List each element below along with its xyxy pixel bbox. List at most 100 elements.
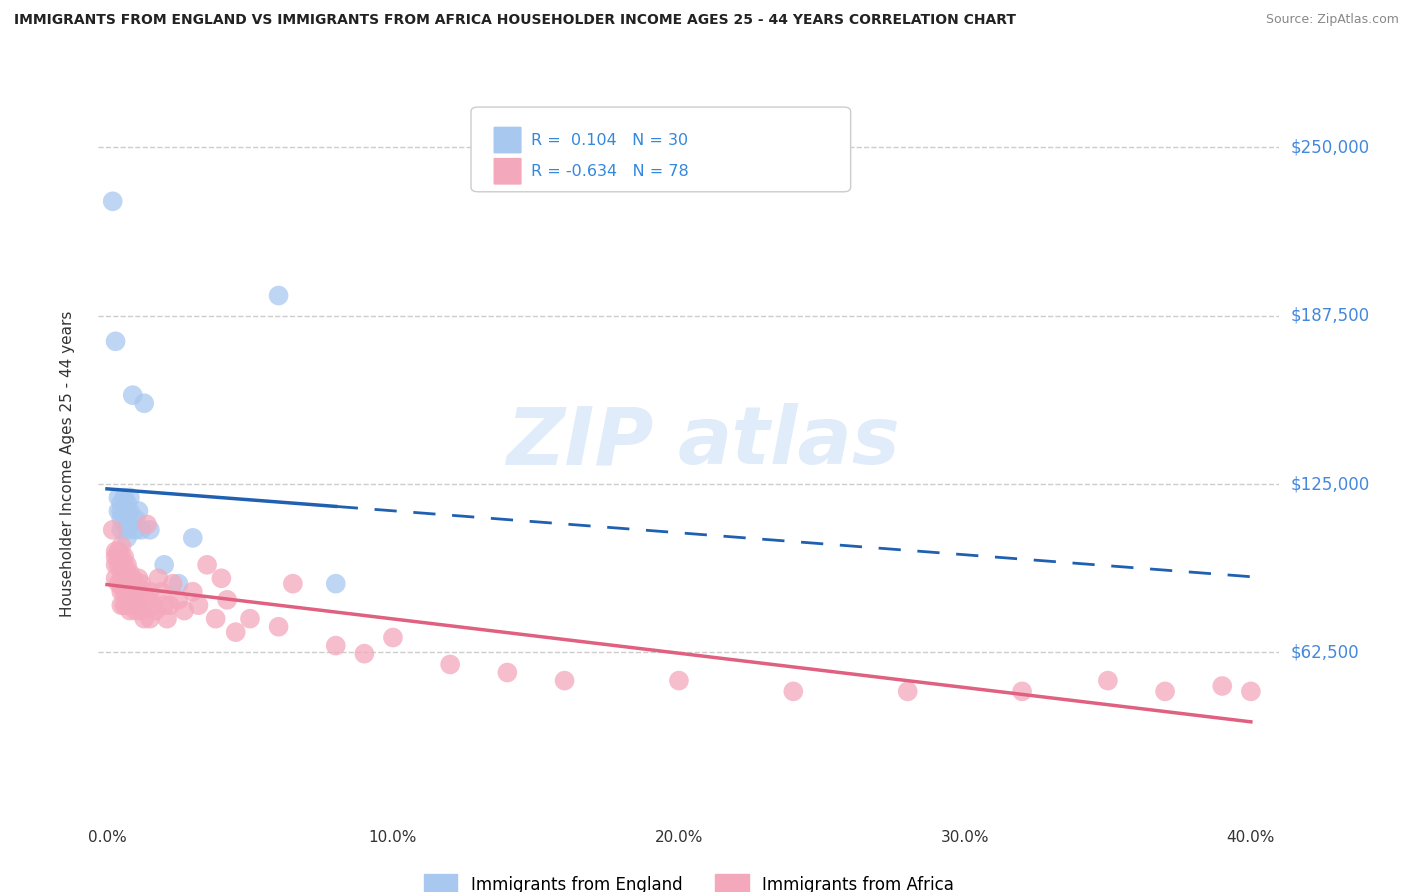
Point [118,566,141,580]
Point [104,544,127,558]
Point [107,549,129,564]
Point [110,523,132,537]
Point [139,584,162,599]
Point [204,612,226,626]
Legend: Immigrants from England, Immigrants from Africa: Immigrants from England, Immigrants from… [423,874,955,892]
Text: $125,000: $125,000 [1291,475,1369,493]
Point [110,512,132,526]
Point [131,576,153,591]
Point [325,576,347,591]
Point [496,665,519,680]
Point [107,504,129,518]
Point [1211,679,1233,693]
Point [148,571,170,585]
Point [115,496,138,510]
Point [121,584,143,599]
Point [110,539,132,553]
Point [121,388,143,402]
Point [131,523,153,537]
Point [142,598,165,612]
Point [124,523,146,537]
Point [112,571,135,585]
Point [115,558,138,572]
Point [136,517,159,532]
Point [159,598,181,612]
Text: R = -0.634   N = 78: R = -0.634 N = 78 [531,164,689,178]
Point [115,584,138,599]
Point [267,288,290,302]
Point [668,673,690,688]
Point [101,523,124,537]
Point [112,584,135,599]
Point [124,604,146,618]
Point [121,571,143,585]
Point [121,598,143,612]
Point [156,612,179,626]
Point [112,549,135,564]
Point [112,598,135,612]
Text: Source: ZipAtlas.com: Source: ZipAtlas.com [1265,13,1399,27]
Point [209,571,232,585]
Point [195,558,218,572]
Text: atlas: atlas [678,403,900,482]
Point [124,576,146,591]
Point [897,684,920,698]
Point [1011,684,1033,698]
Point [110,549,132,564]
Text: $250,000: $250,000 [1291,138,1369,156]
Point [104,549,127,564]
Point [325,639,347,653]
Point [110,584,132,599]
Point [134,396,156,410]
Point [1097,673,1119,688]
Point [239,612,262,626]
Point [127,571,149,585]
Point [104,334,127,349]
Point [115,598,138,612]
Point [153,558,176,572]
Point [110,558,132,572]
Point [104,558,127,572]
Point [115,523,138,537]
Point [187,598,209,612]
Point [181,584,204,599]
Point [115,571,138,585]
Point [181,531,204,545]
Point [131,604,153,618]
Point [110,598,132,612]
Point [124,584,146,599]
Point [167,592,190,607]
Point [101,194,124,209]
Point [1154,684,1177,698]
Point [115,512,138,526]
Text: $62,500: $62,500 [1291,643,1360,661]
Point [381,631,404,645]
Y-axis label: Householder Income Ages 25 - 44 years: Householder Income Ages 25 - 44 years [60,310,75,617]
Point [139,612,162,626]
Text: ZIP: ZIP [506,403,654,482]
Point [118,517,141,532]
Point [225,625,247,640]
Point [112,558,135,572]
Point [110,504,132,518]
Point [112,491,135,505]
Point [145,604,167,618]
Point [107,558,129,572]
Text: R =  0.104   N = 30: R = 0.104 N = 30 [531,133,689,147]
Point [104,571,127,585]
Point [107,576,129,591]
Point [107,544,129,558]
Point [150,584,173,599]
Text: IMMIGRANTS FROM ENGLAND VS IMMIGRANTS FROM AFRICA HOUSEHOLDER INCOME AGES 25 - 4: IMMIGRANTS FROM ENGLAND VS IMMIGRANTS FR… [14,13,1017,28]
Point [115,531,138,545]
Point [118,491,141,505]
Point [112,504,135,518]
Point [1240,684,1263,698]
Point [173,604,195,618]
Point [124,512,146,526]
Point [110,496,132,510]
Point [118,576,141,591]
Point [162,576,184,591]
Point [112,517,135,532]
Point [439,657,461,672]
